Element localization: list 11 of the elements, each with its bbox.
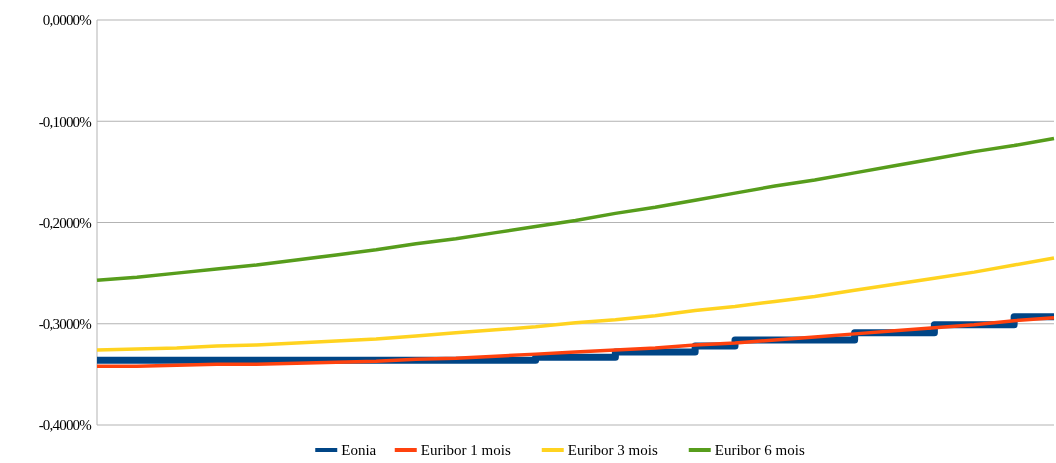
legend-label: Euribor 3 mois (567, 442, 658, 459)
line-series (95, 136, 1056, 282)
line-series (95, 256, 1056, 352)
y-tick-label: -0,3000% (38, 316, 92, 332)
y-tick-label: 0,0000% (42, 12, 92, 29)
legend-label: Euribor 1 mois (420, 442, 511, 459)
legend-label: Euribor 6 mois (714, 442, 805, 459)
y-tick-label: -0,1000% (38, 113, 92, 130)
y-tick-label: -0,2000% (38, 214, 92, 231)
y-tick-label: -0,4000% (38, 417, 92, 434)
legend-label: Eonia (341, 442, 377, 459)
